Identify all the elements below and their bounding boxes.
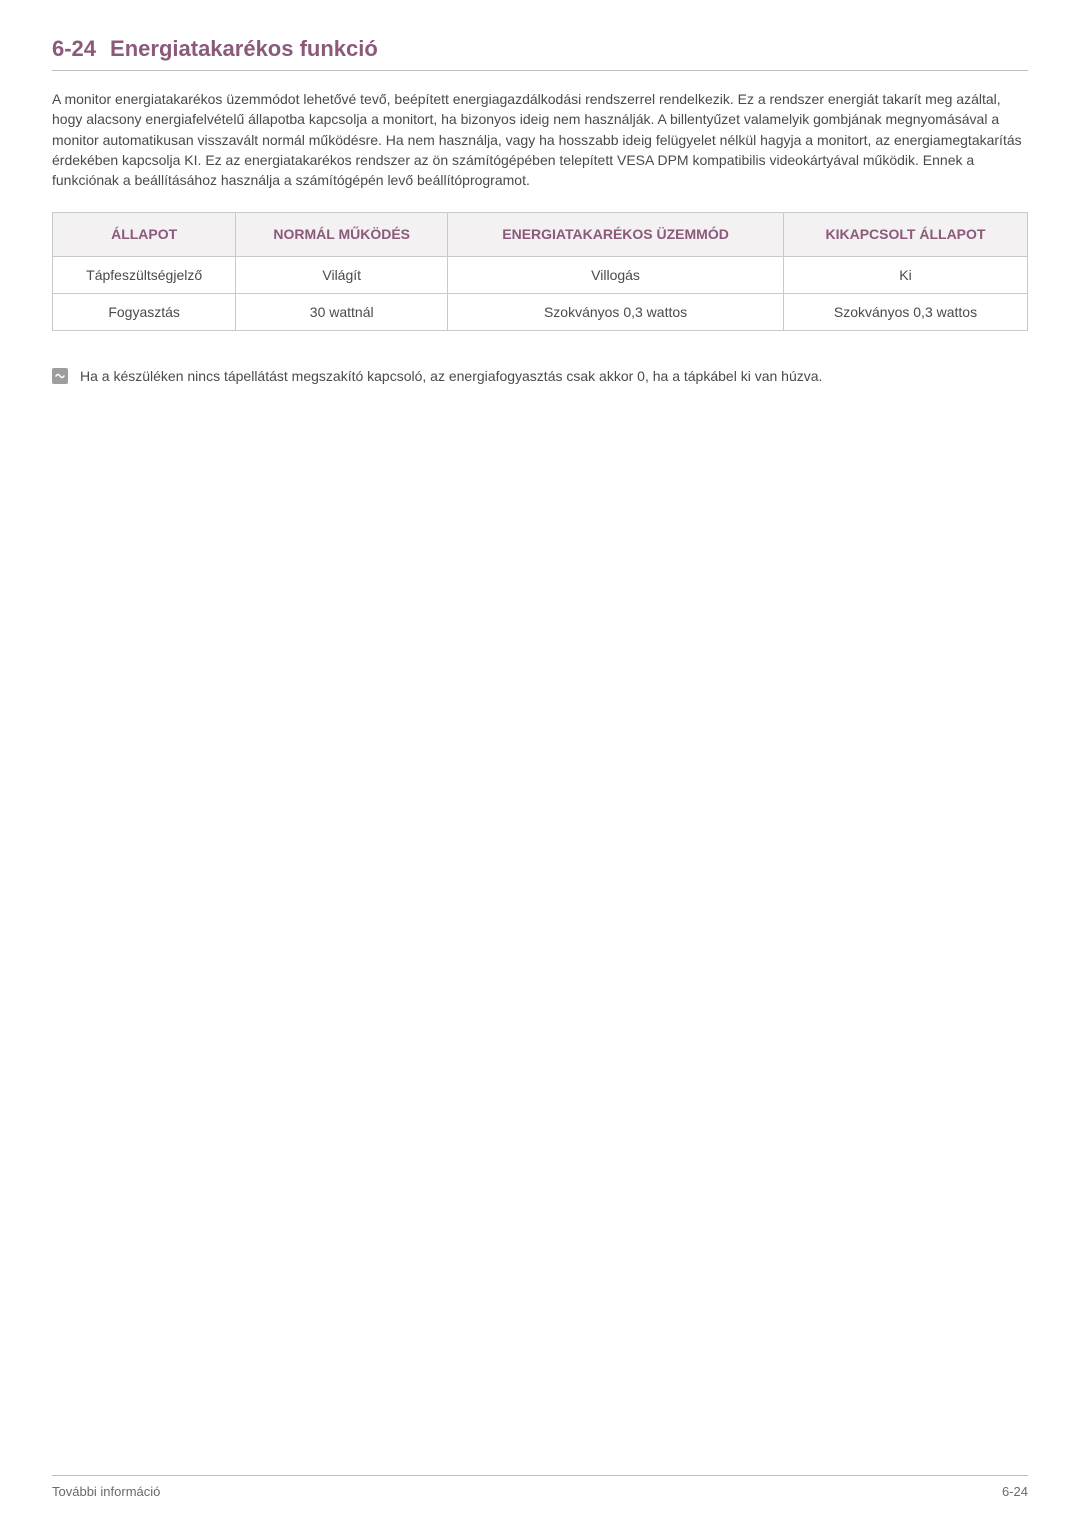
cell: 30 wattnál (236, 293, 448, 330)
power-states-table: ÁLLAPOT NORMÁL MŰKÖDÉS ENERGIATAKARÉKOS … (52, 212, 1028, 330)
table-row: Tápfeszültségjelző Világít Villogás Ki (53, 256, 1028, 293)
col-header-powersave: ENERGIATAKARÉKOS ÜZEMMÓD (448, 213, 784, 256)
col-header-state: ÁLLAPOT (53, 213, 236, 256)
page-footer: További információ 6-24 (52, 1475, 1028, 1499)
cell: Szokványos 0,3 wattos (448, 293, 784, 330)
table-header-row: ÁLLAPOT NORMÁL MŰKÖDÉS ENERGIATAKARÉKOS … (53, 213, 1028, 256)
intro-paragraph: A monitor energiatakarékos üzemmódot leh… (52, 89, 1028, 190)
col-header-normal: NORMÁL MŰKÖDÉS (236, 213, 448, 256)
section-number: 6-24 (52, 36, 96, 61)
cell: Fogyasztás (53, 293, 236, 330)
col-header-off: KIKAPCSOLT ÁLLAPOT (783, 213, 1027, 256)
cell: Szokványos 0,3 wattos (783, 293, 1027, 330)
footer-right: 6-24 (1002, 1484, 1028, 1499)
section-heading: 6-24 Energiatakarékos funkció (52, 36, 1028, 71)
page-content: 6-24 Energiatakarékos funkció A monitor e… (0, 0, 1080, 386)
cell: Világít (236, 256, 448, 293)
cell: Villogás (448, 256, 784, 293)
info-icon (52, 368, 68, 384)
note-text: Ha a készüléken nincs tápellátást megsza… (80, 367, 822, 387)
footer-left: További információ (52, 1484, 160, 1499)
table-row: Fogyasztás 30 wattnál Szokványos 0,3 wat… (53, 293, 1028, 330)
note: Ha a készüléken nincs tápellátást megsza… (52, 367, 1028, 387)
cell: Ki (783, 256, 1027, 293)
section-title: Energiatakarékos funkció (110, 36, 378, 61)
cell: Tápfeszültségjelző (53, 256, 236, 293)
